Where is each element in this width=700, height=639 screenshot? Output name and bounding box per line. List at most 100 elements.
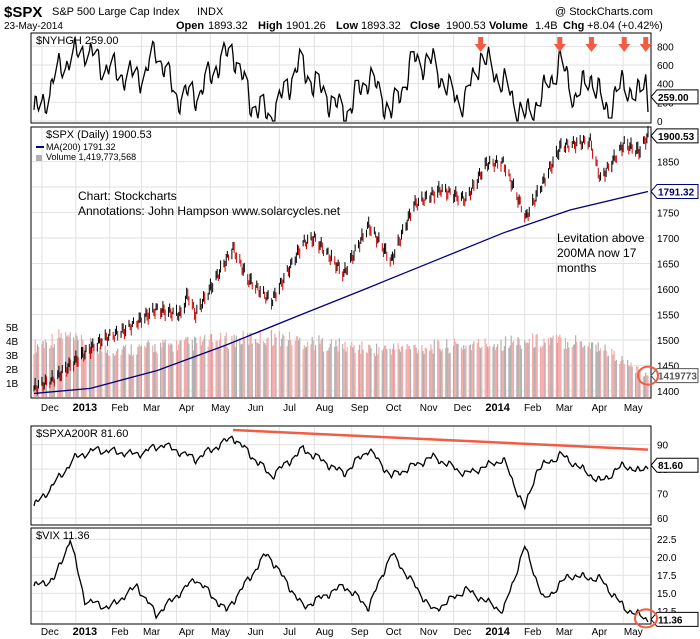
volume-bar xyxy=(184,337,187,397)
volume-bar xyxy=(203,338,205,397)
volume-bar xyxy=(432,353,434,397)
volume-bar xyxy=(636,365,638,397)
note-line-1: Levitation above xyxy=(557,231,645,245)
x-tick-label-vix-6: Jun xyxy=(248,627,264,638)
volume-bar xyxy=(183,340,185,397)
volume-bar xyxy=(631,366,633,397)
volume-bar xyxy=(96,348,98,397)
volume-bar xyxy=(209,334,211,397)
volume-bar xyxy=(223,344,225,397)
volume-bar xyxy=(256,342,258,397)
x-tick-label-spx-2: Feb xyxy=(111,403,129,414)
volume-bar xyxy=(461,349,464,397)
volume-bar xyxy=(468,345,470,397)
volume-bar xyxy=(494,349,496,397)
spx-last-tag-box xyxy=(650,128,699,144)
volume-bar xyxy=(132,354,135,397)
volume-bar xyxy=(353,345,355,397)
note-line-3: months xyxy=(557,261,596,275)
volume-bar xyxy=(51,333,53,397)
volume-bar xyxy=(612,354,614,397)
volume-bar xyxy=(155,351,157,397)
volume-bar xyxy=(621,356,623,397)
watermark: @ StockCharts.com xyxy=(555,6,653,18)
volume-bar xyxy=(212,341,214,397)
x-tick-label-vix-16: Apr xyxy=(592,627,608,638)
volume-bar xyxy=(558,336,560,397)
volume-bar xyxy=(215,340,217,397)
volume-bar xyxy=(259,330,261,397)
y-tick-label-spx-9: 1850 xyxy=(657,158,680,169)
volume-bar xyxy=(312,340,314,397)
volume-bar xyxy=(169,345,171,397)
volume-bar xyxy=(485,343,487,397)
volume-bar xyxy=(362,349,364,397)
volume-bar xyxy=(619,363,621,397)
volume-bar xyxy=(579,341,581,397)
open-value: 1893.32 xyxy=(208,20,248,32)
x-tick-label-spx-15: Mar xyxy=(556,403,574,414)
volume-bar xyxy=(328,347,330,397)
volume-bar xyxy=(373,353,375,397)
volume-bar xyxy=(382,348,385,397)
spx-last-tag-text: 1900.53 xyxy=(658,132,695,143)
volume-bar xyxy=(413,345,415,397)
nyhgh-last-tag-box xyxy=(650,89,699,105)
volume-bar xyxy=(287,340,290,397)
y-tick-label-spx-2: 1500 xyxy=(657,336,680,347)
volume-bar xyxy=(587,346,589,397)
y-tick-label-spxa200r-1: 70 xyxy=(657,490,669,501)
volume-bar xyxy=(163,342,165,397)
x-tick-label-vix-0: Dec xyxy=(41,627,59,638)
volume-bar xyxy=(240,344,242,397)
volume-bar xyxy=(386,349,388,397)
volume-bar xyxy=(101,351,103,397)
volume-bar xyxy=(195,337,197,397)
volume-bar xyxy=(334,346,336,397)
volume-bar xyxy=(440,351,442,397)
volume-bar xyxy=(623,363,625,397)
volume-bar xyxy=(360,353,362,397)
volume-bar xyxy=(368,344,370,397)
ma200-line xyxy=(33,190,649,395)
volume-bar xyxy=(629,366,631,397)
volume-bar xyxy=(492,346,494,397)
volume-bar xyxy=(603,350,605,397)
x-tick-label-spx-12: Dec xyxy=(454,403,472,414)
volume-bar xyxy=(89,337,92,397)
volume-last-tag-text: 1419773 xyxy=(658,372,697,383)
volume-bar xyxy=(477,338,479,397)
volume-bar xyxy=(265,344,267,397)
volume-bar xyxy=(295,336,297,397)
volume-bar xyxy=(628,365,630,397)
volume-bar xyxy=(109,356,111,397)
down-arrow-shaft-4 xyxy=(643,37,649,44)
volume-bar xyxy=(275,337,277,397)
chg-label: Chg xyxy=(563,20,584,32)
volume-bar xyxy=(365,352,368,397)
volume-bar xyxy=(525,343,527,397)
y-tick-label-spx-3: 1550 xyxy=(657,310,680,321)
down-arrow-shaft-1 xyxy=(557,37,563,44)
volume-bar xyxy=(251,343,253,397)
y-tick-label-nyhgh-3: 600 xyxy=(657,61,674,72)
volume-bar xyxy=(377,354,379,397)
volume-bar xyxy=(405,349,407,397)
volume-bar xyxy=(423,353,425,397)
volume-bar xyxy=(84,344,86,397)
volume-bar xyxy=(43,348,45,397)
volume-bar xyxy=(400,346,403,397)
down-arrow-shaft-3 xyxy=(621,37,627,44)
open-label: Open xyxy=(176,20,204,32)
volume-bar xyxy=(421,345,423,397)
volume-bar xyxy=(524,340,526,397)
volume-bar xyxy=(321,338,323,397)
volume-bar xyxy=(438,341,440,397)
volume-bar xyxy=(337,351,339,397)
header-name: S&P 500 Large Cap Index xyxy=(52,6,180,18)
volume-bar xyxy=(639,369,641,397)
volume-bar xyxy=(526,342,528,397)
y-tick-label-spxa200r-3: 90 xyxy=(657,441,669,452)
x-tick-label-spx-1: 2013 xyxy=(73,402,97,414)
volume-bar xyxy=(60,333,62,397)
